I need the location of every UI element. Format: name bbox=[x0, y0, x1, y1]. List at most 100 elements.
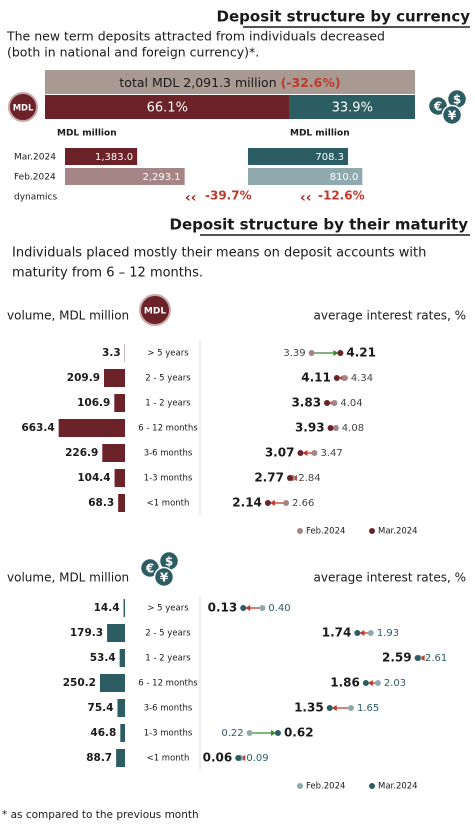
legend-dot bbox=[369, 528, 375, 534]
rates-label: average interest rates, % bbox=[314, 309, 466, 323]
rate-dot bbox=[332, 425, 339, 431]
legend-label: Feb.2024 bbox=[306, 527, 345, 537]
unit-label: MDL million bbox=[290, 129, 350, 139]
legend-label: Feb.2024 bbox=[306, 782, 345, 792]
rate-label: 3.93 bbox=[295, 421, 325, 435]
rate-label: 4.11 bbox=[301, 371, 331, 385]
row-label: Mar.2024 bbox=[14, 153, 56, 163]
currency-symbol: ¥ bbox=[448, 109, 457, 123]
bar-value-label: 1,383.0 bbox=[95, 152, 133, 163]
legend-label: Mar.2024 bbox=[378, 527, 418, 537]
volume-bar bbox=[123, 599, 125, 617]
currency-symbol: € bbox=[433, 100, 442, 114]
volume-bar bbox=[58, 419, 125, 437]
total-change: (-32.6%) bbox=[281, 75, 341, 90]
category-label: > 5 years bbox=[147, 604, 189, 614]
rate-dot bbox=[331, 400, 338, 406]
volume-bar bbox=[99, 674, 125, 692]
rate-label: 2.03 bbox=[384, 678, 406, 689]
rate-label: 2.14 bbox=[232, 496, 262, 510]
rate-dot bbox=[259, 605, 266, 611]
volume-value-label: 14.4 bbox=[94, 602, 120, 614]
total-bar bbox=[45, 70, 415, 94]
volume-bar bbox=[102, 444, 125, 462]
volume-bar bbox=[120, 724, 125, 742]
category-label: 1-3 months bbox=[144, 729, 193, 739]
volume-value-label: 179.3 bbox=[70, 627, 103, 639]
rate-label: 2.77 bbox=[254, 471, 284, 485]
row-label: Feb.2024 bbox=[14, 173, 56, 183]
category-label: 1 - 2 years bbox=[145, 654, 191, 664]
legend-dot bbox=[369, 783, 375, 789]
legend-dot bbox=[297, 528, 303, 534]
volume-bar bbox=[117, 699, 125, 717]
volume-value-label: 663.4 bbox=[21, 422, 54, 434]
total-value: total MDL 2,091.3 million bbox=[119, 75, 276, 90]
volume-bar bbox=[114, 394, 125, 412]
category-label: 2 - 5 years bbox=[145, 629, 191, 639]
volume-value-label: 68.3 bbox=[88, 497, 114, 509]
rate-dot bbox=[327, 425, 334, 431]
category-label: 1-3 months bbox=[144, 474, 193, 484]
rate-dot bbox=[414, 655, 421, 661]
category-label: 6 - 12 months bbox=[138, 424, 198, 434]
rate-dot bbox=[354, 630, 361, 636]
arrow-head bbox=[245, 605, 251, 611]
dynamics-label: -39.7% bbox=[205, 189, 252, 203]
paragraph-line: (both in national and foreign currency)*… bbox=[7, 45, 259, 60]
category-label: <1 month bbox=[147, 754, 190, 764]
rate-dot bbox=[240, 605, 247, 611]
volume-bar bbox=[118, 494, 125, 512]
rate-label: 1.74 bbox=[322, 626, 352, 640]
rate-dot bbox=[297, 450, 304, 456]
legend-label: Mar.2024 bbox=[378, 782, 418, 792]
volume-bar bbox=[119, 649, 125, 667]
rate-dot bbox=[311, 450, 318, 456]
volume-value-label: 3.3 bbox=[102, 347, 121, 359]
legend-dot bbox=[297, 783, 303, 789]
currency-icon bbox=[441, 104, 463, 126]
volume-bar bbox=[107, 624, 125, 642]
bar-value-label: 708.3 bbox=[315, 152, 344, 163]
rate-dot bbox=[274, 730, 281, 736]
currency-symbol: € bbox=[145, 562, 154, 576]
rate-label: 4.08 bbox=[342, 423, 364, 434]
arrow-head bbox=[331, 705, 337, 711]
rate-label: 0.06 bbox=[203, 751, 233, 765]
rate-dot bbox=[362, 680, 369, 686]
mdl-icon-label: MDL bbox=[13, 103, 34, 113]
rate-dot bbox=[324, 400, 331, 406]
rate-label: 0.09 bbox=[246, 753, 268, 764]
currency-symbol: $ bbox=[165, 555, 173, 569]
category-label: 2 - 5 years bbox=[145, 374, 191, 384]
volume-value-label: 88.7 bbox=[86, 752, 112, 764]
paragraph-line: Individuals placed mostly their means on… bbox=[12, 246, 426, 261]
rate-label: 1.35 bbox=[294, 701, 324, 715]
unit-label: MDL million bbox=[57, 129, 117, 139]
total-label: total MDL 2,091.3 million (-32.6%) bbox=[119, 75, 340, 90]
rate-label: 1.65 bbox=[357, 703, 379, 714]
volume-value-label: 106.9 bbox=[77, 397, 110, 409]
rate-dot bbox=[347, 705, 354, 711]
rate-label: 0.22 bbox=[221, 728, 243, 739]
volume-bar bbox=[104, 369, 125, 387]
category-label: 1 - 2 years bbox=[145, 399, 191, 409]
currency-bar bbox=[65, 148, 138, 165]
volume-label: volume, MDL million bbox=[7, 571, 129, 585]
rate-dot bbox=[337, 350, 344, 356]
rate-dot bbox=[286, 475, 293, 481]
paragraph-line: maturity from 6 – 12 months. bbox=[12, 266, 203, 281]
currency-bar bbox=[248, 148, 348, 165]
rate-dot bbox=[264, 500, 271, 506]
share-bar bbox=[45, 95, 290, 119]
arrow-head bbox=[359, 630, 365, 636]
rate-dot bbox=[283, 500, 290, 506]
volume-bar bbox=[114, 469, 125, 487]
category-label: <1 month bbox=[147, 499, 190, 509]
rate-label: 2.66 bbox=[292, 498, 314, 509]
volume-value-label: 75.4 bbox=[88, 702, 114, 714]
currency-symbol: ¥ bbox=[160, 571, 169, 585]
currency-icon bbox=[153, 566, 175, 588]
